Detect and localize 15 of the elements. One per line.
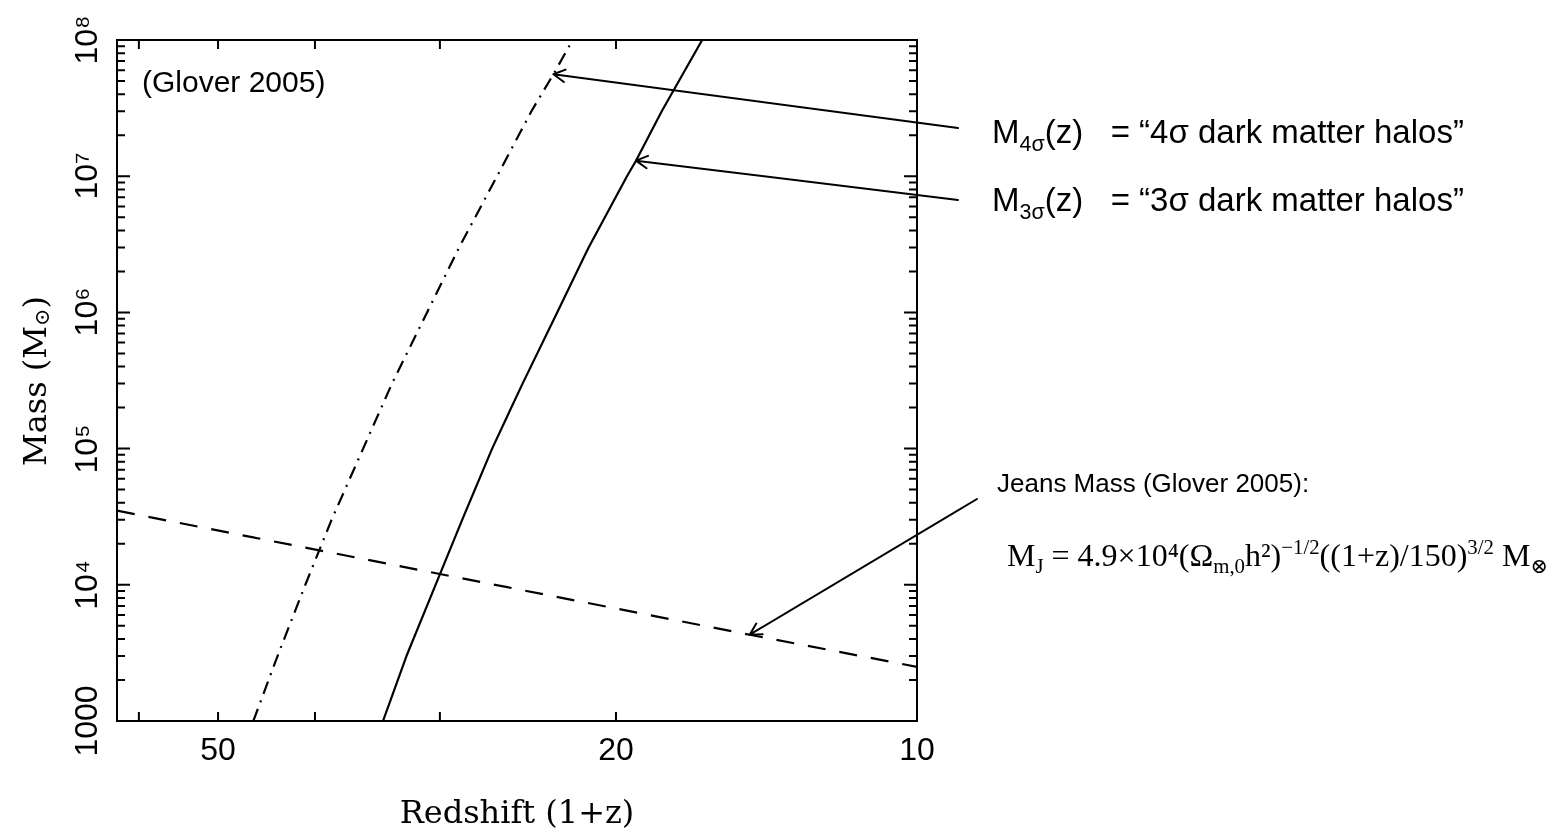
text: M$_{J}$ = 4.9×10⁴(Ω$_{m,0}$h²)$^{−1/2}$((1+z)/150)$^{3/2}$ M$_{⊗}$ xyxy=(1007,534,1548,577)
annotation: Jeans Mass (Glover 2005): xyxy=(997,467,1310,499)
y-tick-label: 10⁴ xyxy=(68,560,104,610)
annotation: M$_{4σ}$(z) = “4σ dark matter halos” xyxy=(992,113,1464,156)
x-axis-title: Redshift (1+z) xyxy=(399,792,635,831)
annotation: M$_{3σ}$(z) = “3σ dark matter halos” xyxy=(992,181,1464,224)
y-tick-label: 10⁶ xyxy=(68,288,104,337)
x-tick-label: 20 xyxy=(598,730,634,767)
y-tick-label: 10⁸ xyxy=(68,15,104,65)
annotation: (Glover 2005) xyxy=(142,65,326,99)
y-tick-label: 10⁵ xyxy=(68,424,104,474)
x-tick-label: 10 xyxy=(899,730,935,767)
y-tick-label: 10⁷ xyxy=(68,152,104,200)
y-tick-label: 1000 xyxy=(68,685,104,757)
x-tick-label: 50 xyxy=(200,730,236,767)
